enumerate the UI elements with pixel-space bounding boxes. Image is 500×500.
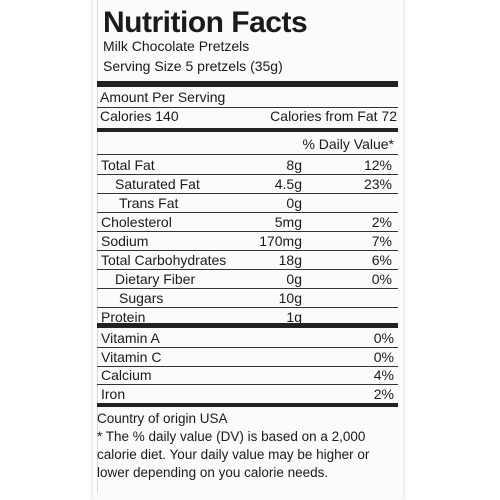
nutrient-daily-value: 0% — [371, 271, 392, 287]
vitamin-daily-value: 0% — [373, 348, 394, 365]
nutrient-amount: 0g — [286, 195, 302, 211]
nutrient-row: Sodium 170mg 7% — [97, 232, 398, 251]
vitamin-daily-value: 0% — [373, 330, 394, 346]
divider — [97, 250, 398, 251]
nutrient-daily-value: 23% — [363, 176, 392, 192]
nutrient-amount: 0g — [286, 271, 302, 287]
divider — [97, 288, 398, 289]
divider — [97, 193, 398, 194]
calories: Calories 140 — [100, 108, 179, 124]
label-border — [97, 0, 401, 493]
nutrient-amount: 10g — [278, 290, 302, 306]
nutrient-name: Cholesterol — [101, 214, 172, 230]
nutrient-row: Cholesterol 5mg 2% — [97, 213, 398, 232]
nutrient-name: Saturated Fat — [115, 176, 200, 192]
nutrient-amount: 18g — [278, 252, 302, 268]
nutrient-amount: 5mg — [274, 214, 302, 230]
medium-divider — [97, 128, 398, 132]
nutrient-name: Sugars — [119, 290, 164, 306]
divider — [97, 212, 398, 213]
divider — [97, 174, 398, 175]
nutrient-row: Saturated Fat 4.5g 23% — [97, 175, 398, 194]
nutrient-name: Dietary Fiber — [115, 271, 196, 287]
nutrient-amount: 170mg — [259, 233, 302, 249]
vitamin-name: Vitamin A — [101, 330, 160, 346]
nutrient-row: Protein 1g — [97, 308, 398, 327]
divider — [97, 154, 398, 155]
nutrient-name: Trans Fat — [119, 195, 179, 211]
nutrient-row: Total Carbohydrates 18g 6% — [97, 251, 398, 270]
medium-divider — [97, 403, 398, 407]
vitamin-daily-value: 4% — [373, 367, 394, 383]
nutrient-daily-value: 7% — [371, 233, 392, 249]
divider — [97, 107, 398, 108]
vitamin-row: Vitamin C 0% — [97, 348, 398, 367]
nutrient-name: Sodium — [101, 233, 149, 249]
nutrient-amount: 8g — [286, 157, 302, 173]
thick-divider — [97, 81, 398, 87]
vitamin-daily-value: 2% — [373, 385, 394, 402]
vitamin-row: Iron 2% — [97, 385, 398, 404]
divider — [97, 269, 398, 270]
vitamin-name: Iron — [101, 385, 126, 402]
nutrient-amount: 4.5g — [274, 176, 302, 192]
daily-value-header: % Daily Value* — [302, 136, 394, 152]
nutrient-row: Trans Fat 0g — [97, 194, 398, 213]
amount-per-serving: Amount Per Serving — [100, 89, 226, 105]
vitamin-name: Calcium — [101, 367, 152, 383]
footnote: * The % daily value (DV) is based on a 2… — [97, 429, 370, 480]
nutrient-name: Total Carbohydrates — [101, 252, 227, 268]
vitamin-name: Vitamin C — [101, 348, 162, 365]
nutrient-daily-value: 2% — [371, 214, 392, 230]
product-name: Milk Chocolate Pretzels — [103, 38, 250, 54]
nutrition-facts-title: Nutrition Facts — [103, 6, 308, 39]
nutrient-daily-value: 6% — [371, 252, 392, 268]
divider — [97, 231, 398, 232]
divider — [97, 384, 398, 385]
nutrient-row: Sugars 10g — [97, 289, 398, 308]
nutrient-row: Dietary Fiber 0g 0% — [97, 270, 398, 289]
country-of-origin: Country of origin USA — [97, 411, 228, 426]
nutrient-amount: 1g — [286, 309, 302, 325]
divider — [97, 307, 398, 308]
divider — [97, 347, 398, 348]
serving-size: Serving Size 5 pretzels (35g) — [103, 58, 283, 74]
nutrient-daily-value: 12% — [363, 157, 392, 173]
divider — [97, 365, 398, 367]
vitamin-row: Calcium 4% — [97, 366, 398, 385]
vitamin-row: Vitamin A 0% — [97, 329, 398, 348]
thick-divider — [97, 323, 398, 328]
nutrient-row: Total Fat 8g 12% — [97, 156, 398, 175]
nutrient-name: Total Fat — [101, 157, 155, 173]
calories-from-fat: Calories from Fat 72 — [270, 108, 397, 124]
nutrient-name: Protein — [101, 309, 146, 325]
